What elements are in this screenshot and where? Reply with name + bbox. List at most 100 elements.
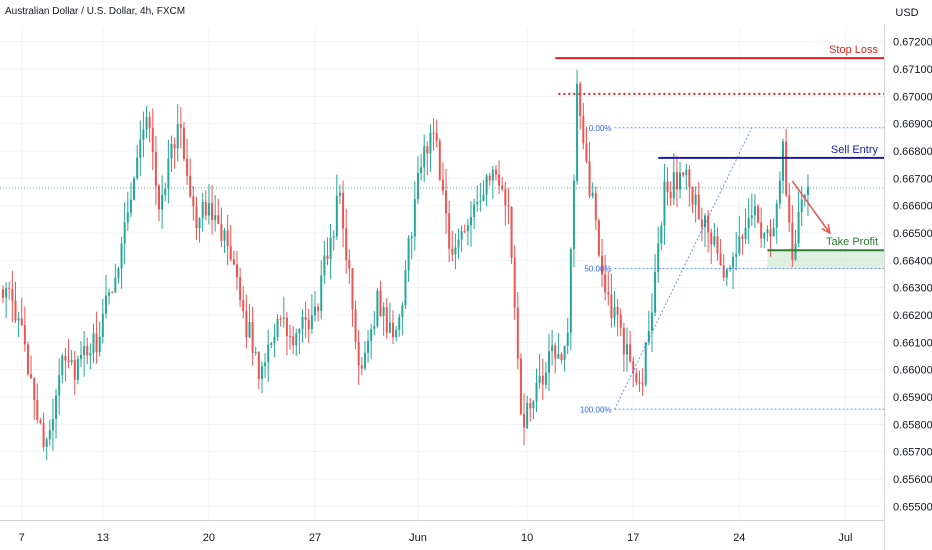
candle <box>800 185 803 227</box>
candle <box>310 294 313 334</box>
candle <box>654 253 657 316</box>
candle <box>491 165 494 199</box>
candle-body <box>788 195 791 223</box>
candle-body <box>622 327 625 355</box>
candle <box>167 139 170 204</box>
candle <box>435 119 438 148</box>
currency-badge[interactable] <box>884 0 932 24</box>
candle-body <box>548 351 550 373</box>
candle-body <box>120 243 123 269</box>
candle-body <box>654 271 657 313</box>
candle-body <box>482 194 485 201</box>
time-tick-label: Jul <box>838 532 852 544</box>
candle-body <box>769 229 772 237</box>
candle <box>441 162 444 196</box>
candle-body <box>201 202 204 219</box>
candle-body <box>735 253 738 257</box>
fib-trend-line <box>614 127 753 410</box>
candle-body <box>367 340 370 353</box>
candle <box>722 254 725 282</box>
candle-body <box>629 344 632 362</box>
candle <box>694 186 697 223</box>
candle-body <box>373 325 376 330</box>
candle <box>473 198 476 229</box>
candle-body <box>582 116 585 144</box>
candle-body <box>186 158 189 176</box>
candle <box>58 358 61 415</box>
candle <box>551 329 554 366</box>
candle-body <box>632 361 635 374</box>
annotation-zones <box>767 250 884 269</box>
sell-entry-label: Sell Entry <box>831 144 879 156</box>
candle-body <box>345 228 348 261</box>
candle <box>48 419 51 446</box>
candle <box>154 135 157 205</box>
stop-loss-label: Stop Loss <box>829 44 878 56</box>
candle-body <box>326 255 329 259</box>
candle-body <box>101 313 104 337</box>
candle <box>23 306 26 352</box>
candle-body <box>398 317 401 330</box>
candle <box>532 399 535 420</box>
candle-body <box>694 194 697 205</box>
candle-body <box>641 383 644 385</box>
candle-body <box>597 220 600 256</box>
candle-body <box>604 274 607 293</box>
candle <box>26 341 29 377</box>
candle <box>613 291 616 327</box>
candle-body <box>498 174 501 186</box>
candle-body <box>728 267 731 270</box>
candle <box>470 201 472 247</box>
price-axis[interactable]: 0.67200 0.67100 0.67000 0.66900 0.66800 0.667… <box>884 0 932 550</box>
candle-body <box>719 253 722 266</box>
candle-body <box>73 360 76 380</box>
candle-body <box>576 83 579 181</box>
candle <box>732 252 735 290</box>
candle-body <box>114 277 117 293</box>
candle <box>476 185 479 212</box>
candle-body <box>98 336 101 352</box>
candle-body <box>301 317 304 330</box>
candle <box>86 337 89 365</box>
candle-body <box>432 132 435 134</box>
candle <box>248 304 251 339</box>
candle <box>697 181 700 220</box>
price-tick-label: 0.67100 <box>893 64 932 76</box>
candle <box>597 218 600 258</box>
candle-body <box>669 191 672 199</box>
candle-body <box>161 194 164 210</box>
candle <box>691 186 694 213</box>
candle <box>348 249 351 284</box>
candle <box>395 325 398 342</box>
candle-body <box>254 352 257 354</box>
candle-body <box>504 189 507 206</box>
candle <box>273 323 276 358</box>
candle <box>307 308 310 343</box>
candle <box>345 208 348 274</box>
candle <box>236 250 238 291</box>
candle-body <box>30 373 33 379</box>
candle-body <box>11 289 14 301</box>
candle <box>148 111 151 143</box>
price-tick-label: 0.66200 <box>893 310 932 322</box>
price-tick-label: 0.65600 <box>893 474 932 486</box>
candle <box>398 313 401 337</box>
candle <box>211 184 214 235</box>
candle <box>204 190 207 221</box>
time-axis[interactable]: 7 13 20 27 Jun 10 17 24 Jul <box>0 520 884 550</box>
candle-body <box>616 306 619 315</box>
candle-body <box>650 312 653 331</box>
candle <box>482 180 485 202</box>
candle-body <box>92 333 95 353</box>
candle <box>432 118 435 151</box>
candle-body <box>207 203 210 216</box>
candle <box>117 266 120 284</box>
candle-body <box>314 306 316 316</box>
candle-body <box>304 317 307 320</box>
candle <box>401 302 404 336</box>
candle-body <box>80 355 82 359</box>
price-tick-label: 0.65800 <box>893 419 932 431</box>
candle-body <box>613 306 616 319</box>
candle <box>392 310 394 345</box>
